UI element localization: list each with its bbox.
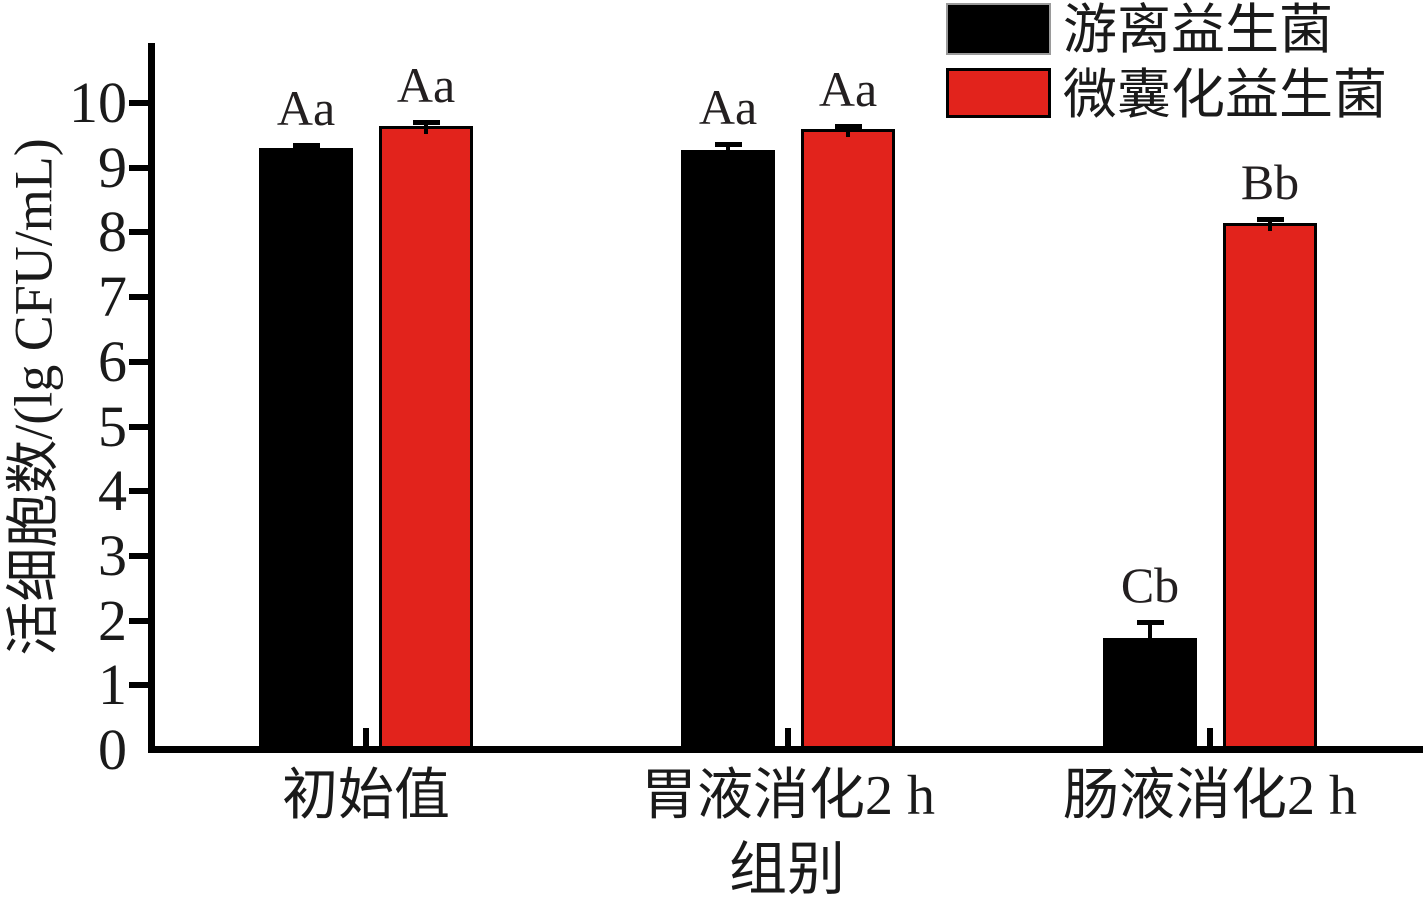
error-bar-cap: [293, 143, 320, 148]
bar-micro-group1: [379, 126, 473, 753]
x-axis-title: 组别: [728, 837, 845, 902]
x-axis-tick: [1207, 728, 1213, 748]
x-category-label-group3: 肠液消化2 h: [1063, 765, 1357, 827]
y-axis-line: [148, 43, 155, 753]
legend-swatch-microencapsulated-probiotics: [946, 68, 1051, 118]
x-category-label-group2: 胃液消化2 h: [641, 765, 935, 827]
legend-swatch-free-probiotics: [946, 3, 1051, 55]
y-tick-label: 7: [98, 264, 127, 329]
error-bar-line: [846, 126, 850, 137]
error-bar-line: [726, 144, 730, 158]
y-axis-tick: [129, 165, 148, 171]
y-axis-tick: [129, 100, 148, 106]
y-tick-label: 3: [98, 523, 127, 588]
bar-free-group1: [259, 148, 353, 753]
x-axis-line: [148, 746, 1423, 753]
error-bar-cap: [715, 142, 742, 147]
error-bar-cap: [413, 120, 440, 125]
y-tick-label: 5: [98, 394, 127, 459]
bar-free-group3: [1103, 638, 1197, 753]
sig-label-Bb-group3: Bb: [1240, 154, 1300, 210]
y-axis-tick: [129, 553, 148, 559]
sig-label-Aa-group2: Aa: [818, 61, 878, 117]
y-axis-tick: [129, 682, 148, 688]
legend: 游离益生菌 微囊化益生菌: [946, 3, 1416, 133]
y-tick-label: 0: [98, 717, 127, 782]
error-bar-cap: [1257, 217, 1284, 222]
y-tick-label: 10: [69, 70, 127, 135]
y-axis-tick: [129, 359, 148, 365]
x-category-label-group1: 初始值: [282, 765, 450, 827]
legend-label-free-probiotics: 游离益生菌: [1063, 0, 1333, 60]
error-bar-line: [1268, 219, 1272, 231]
y-axis-tick: [129, 229, 148, 235]
error-bar-cap: [835, 124, 862, 129]
legend-label-microencapsulated-probiotics: 微囊化益生菌: [1063, 65, 1387, 125]
bar-free-group2: [681, 150, 775, 753]
y-tick-label: 1: [98, 652, 127, 717]
y-tick-label: 8: [98, 199, 127, 264]
bar-micro-group3: [1223, 223, 1317, 753]
sig-label-Aa-group2: Aa: [698, 79, 758, 135]
y-axis-tick: [129, 424, 148, 430]
sig-label-Aa-group1: Aa: [396, 57, 456, 113]
y-axis-tick: [129, 488, 148, 494]
y-tick-label: 9: [98, 135, 127, 200]
error-bar-line: [424, 122, 428, 134]
y-axis-tick: [129, 618, 148, 624]
y-tick-label: 4: [98, 458, 127, 523]
bar-micro-group2: [801, 129, 895, 753]
legend-item-microencapsulated-probiotics: 微囊化益生菌: [946, 65, 1416, 125]
y-axis-tick: [129, 294, 148, 300]
legend-item-free-probiotics: 游离益生菌: [946, 0, 1416, 60]
y-tick-label: 2: [98, 588, 127, 653]
error-bar-line: [1148, 622, 1152, 646]
x-axis-tick: [785, 728, 791, 748]
y-tick-label: 6: [98, 329, 127, 394]
x-axis-tick: [363, 728, 369, 748]
error-bar-line: [304, 145, 308, 156]
sig-label-Aa-group1: Aa: [276, 80, 336, 136]
sig-label-Cb-group3: Cb: [1120, 557, 1180, 613]
error-bar-cap: [1137, 620, 1164, 625]
y-axis-title: 活细胞数/(lg CFU/mL): [3, 138, 64, 656]
